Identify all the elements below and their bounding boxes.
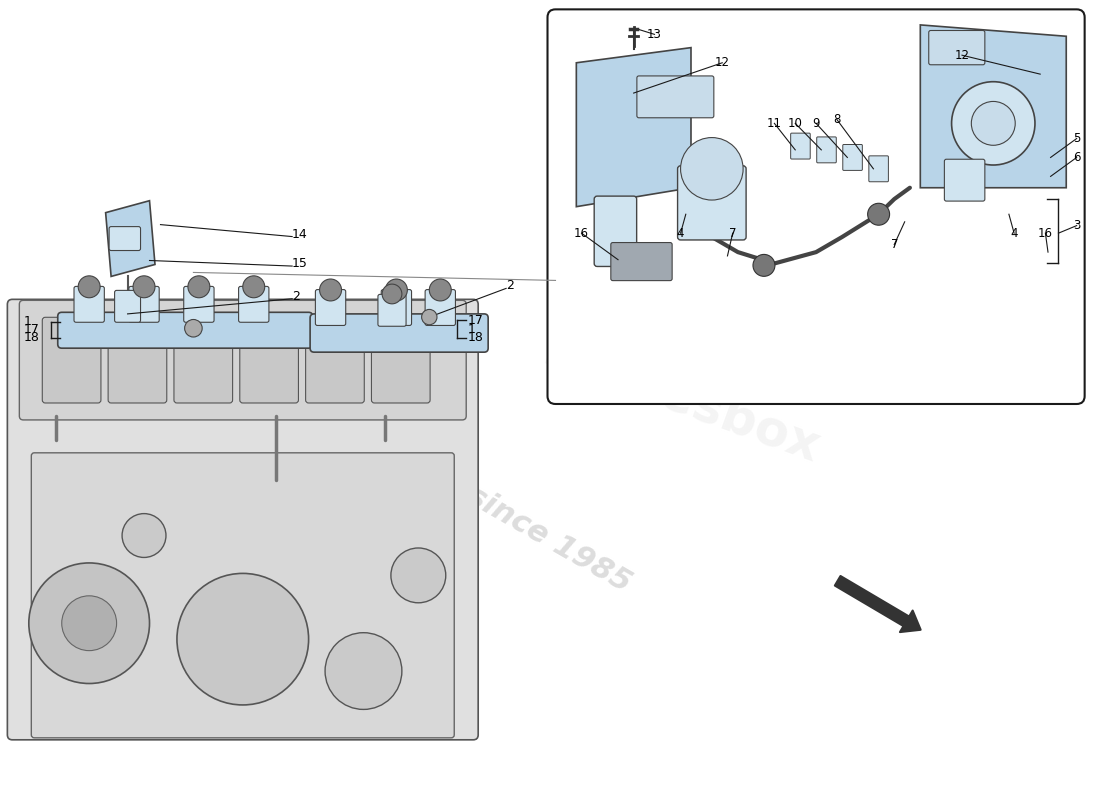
Circle shape bbox=[754, 254, 774, 276]
Polygon shape bbox=[576, 48, 691, 206]
Circle shape bbox=[78, 276, 100, 298]
Circle shape bbox=[188, 276, 210, 298]
Text: 18: 18 bbox=[23, 331, 40, 344]
FancyBboxPatch shape bbox=[945, 159, 984, 201]
Text: passion for parts since 1985: passion for parts since 1985 bbox=[200, 329, 637, 598]
FancyBboxPatch shape bbox=[184, 286, 214, 322]
FancyBboxPatch shape bbox=[791, 133, 811, 159]
Text: 1: 1 bbox=[23, 315, 31, 328]
Text: 2: 2 bbox=[293, 290, 300, 303]
Text: 1: 1 bbox=[468, 323, 475, 336]
Text: 15: 15 bbox=[293, 257, 308, 270]
Circle shape bbox=[185, 319, 202, 337]
Text: 2: 2 bbox=[506, 279, 514, 293]
FancyBboxPatch shape bbox=[869, 156, 889, 182]
FancyBboxPatch shape bbox=[108, 318, 167, 403]
FancyBboxPatch shape bbox=[306, 318, 364, 403]
Text: 16: 16 bbox=[574, 226, 589, 240]
Text: 6: 6 bbox=[1072, 151, 1080, 164]
FancyBboxPatch shape bbox=[8, 299, 478, 740]
FancyBboxPatch shape bbox=[372, 318, 430, 403]
Circle shape bbox=[177, 574, 309, 705]
FancyBboxPatch shape bbox=[316, 290, 345, 326]
FancyBboxPatch shape bbox=[378, 294, 406, 326]
FancyBboxPatch shape bbox=[310, 314, 488, 352]
FancyBboxPatch shape bbox=[20, 300, 466, 420]
FancyBboxPatch shape bbox=[109, 226, 141, 250]
FancyBboxPatch shape bbox=[928, 30, 984, 65]
FancyBboxPatch shape bbox=[425, 290, 455, 326]
Text: sparesbox: sparesbox bbox=[537, 328, 826, 472]
FancyBboxPatch shape bbox=[594, 196, 637, 266]
Text: 11: 11 bbox=[767, 117, 782, 130]
FancyBboxPatch shape bbox=[240, 318, 298, 403]
FancyBboxPatch shape bbox=[843, 145, 862, 170]
Text: 17: 17 bbox=[468, 314, 484, 326]
Circle shape bbox=[421, 310, 437, 325]
FancyBboxPatch shape bbox=[129, 286, 160, 322]
Text: 4: 4 bbox=[676, 226, 684, 240]
Text: 8: 8 bbox=[833, 113, 840, 126]
Text: 5: 5 bbox=[1072, 132, 1080, 145]
Circle shape bbox=[320, 279, 341, 301]
Circle shape bbox=[429, 279, 451, 301]
FancyBboxPatch shape bbox=[610, 242, 672, 281]
Text: 3: 3 bbox=[1072, 219, 1080, 232]
Circle shape bbox=[62, 596, 117, 650]
Circle shape bbox=[122, 514, 166, 558]
Circle shape bbox=[868, 203, 890, 226]
Text: 7: 7 bbox=[729, 226, 736, 240]
Circle shape bbox=[390, 548, 446, 602]
Circle shape bbox=[952, 82, 1035, 165]
Text: 7: 7 bbox=[891, 238, 898, 251]
FancyBboxPatch shape bbox=[382, 290, 411, 326]
Text: 13: 13 bbox=[647, 28, 662, 41]
Circle shape bbox=[681, 138, 744, 200]
Text: 10: 10 bbox=[788, 117, 803, 130]
Text: 16: 16 bbox=[1038, 226, 1053, 240]
Polygon shape bbox=[921, 25, 1066, 188]
Text: 4: 4 bbox=[1011, 226, 1018, 240]
Circle shape bbox=[29, 563, 150, 683]
FancyBboxPatch shape bbox=[239, 286, 268, 322]
Text: 17: 17 bbox=[23, 323, 40, 336]
Text: 14: 14 bbox=[293, 228, 308, 241]
Circle shape bbox=[971, 102, 1015, 146]
Text: 12: 12 bbox=[715, 56, 729, 70]
Circle shape bbox=[385, 279, 407, 301]
FancyBboxPatch shape bbox=[637, 76, 714, 118]
Circle shape bbox=[326, 633, 402, 710]
FancyBboxPatch shape bbox=[816, 137, 836, 163]
FancyBboxPatch shape bbox=[57, 312, 312, 348]
Polygon shape bbox=[106, 201, 155, 277]
Text: 9: 9 bbox=[812, 117, 820, 130]
Text: 12: 12 bbox=[955, 49, 969, 62]
Circle shape bbox=[133, 276, 155, 298]
FancyBboxPatch shape bbox=[548, 10, 1085, 404]
FancyBboxPatch shape bbox=[42, 318, 101, 403]
FancyBboxPatch shape bbox=[74, 286, 104, 322]
FancyBboxPatch shape bbox=[31, 453, 454, 738]
FancyArrowPatch shape bbox=[835, 576, 921, 632]
Circle shape bbox=[243, 276, 265, 298]
FancyBboxPatch shape bbox=[678, 166, 746, 240]
Circle shape bbox=[382, 284, 402, 304]
Text: 18: 18 bbox=[468, 331, 484, 344]
FancyBboxPatch shape bbox=[174, 318, 232, 403]
FancyBboxPatch shape bbox=[114, 290, 141, 322]
